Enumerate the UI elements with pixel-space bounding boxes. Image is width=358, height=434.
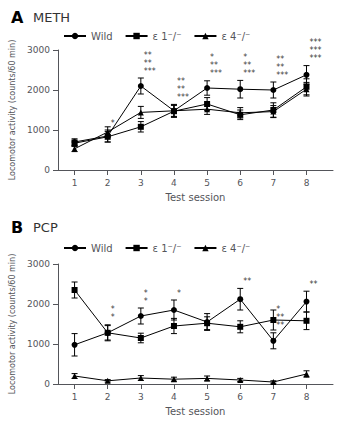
svg-text:Test session: Test session	[165, 406, 226, 417]
svg-text:ε 4⁻/⁻: ε 4⁻/⁻	[221, 31, 250, 42]
svg-text:3: 3	[138, 392, 144, 402]
svg-text:2: 2	[105, 392, 111, 402]
svg-text:*: *	[177, 289, 181, 298]
svg-text:2000: 2000	[27, 85, 50, 95]
svg-text:0: 0	[44, 165, 50, 175]
svg-text:***: ***	[210, 69, 222, 78]
svg-text:ε 4⁻/⁻: ε 4⁻/⁻	[221, 243, 250, 254]
svg-text:2: 2	[105, 178, 111, 188]
svg-text:6: 6	[237, 178, 243, 188]
svg-text:1: 1	[72, 392, 78, 402]
svg-text:2000: 2000	[27, 299, 50, 309]
svg-text:7: 7	[270, 178, 276, 188]
svg-text:1000: 1000	[27, 339, 50, 349]
svg-text:7: 7	[270, 392, 276, 402]
svg-text:ε 1⁻/⁻: ε 1⁻/⁻	[153, 31, 182, 42]
svg-text:Wild: Wild	[91, 31, 113, 42]
svg-text:Locomotor activity (counts/60: Locomotor activity (counts/60 min)	[8, 40, 17, 181]
svg-text:8: 8	[304, 178, 310, 188]
svg-text:1: 1	[72, 178, 78, 188]
svg-text:**: **	[276, 321, 284, 330]
svg-text:8: 8	[304, 392, 310, 402]
svg-text:0: 0	[44, 379, 50, 389]
svg-text:5: 5	[204, 178, 210, 188]
svg-text:***: ***	[177, 93, 189, 102]
svg-text:METH: METH	[33, 10, 70, 25]
svg-text:ε 1⁻/⁻: ε 1⁻/⁻	[153, 243, 182, 254]
svg-text:**: **	[309, 280, 317, 289]
svg-text:***: ***	[243, 69, 255, 78]
svg-text:4: 4	[171, 392, 177, 402]
svg-text:***: ***	[309, 54, 321, 63]
svg-text:Locomotor activity (counts/60: Locomotor activity (counts/60 min)	[8, 254, 17, 395]
svg-text:3000: 3000	[27, 45, 50, 55]
svg-text:***: ***	[276, 71, 288, 80]
svg-text:6: 6	[237, 392, 243, 402]
svg-text:3: 3	[138, 178, 144, 188]
svg-text:Test session: Test session	[165, 192, 226, 203]
svg-text:*: *	[111, 313, 115, 322]
svg-text:5: 5	[204, 392, 210, 402]
svg-text:A: A	[11, 8, 24, 27]
svg-text:4: 4	[171, 178, 177, 188]
svg-text:1000: 1000	[27, 125, 50, 135]
svg-text:PCP: PCP	[33, 220, 58, 235]
svg-text:***: ***	[144, 67, 156, 76]
svg-text:Wild: Wild	[91, 243, 113, 254]
svg-text:B: B	[11, 218, 23, 237]
svg-text:**: **	[243, 277, 251, 286]
svg-text:*: *	[144, 297, 148, 306]
svg-text:*: *	[111, 119, 115, 128]
svg-text:3000: 3000	[27, 259, 50, 269]
